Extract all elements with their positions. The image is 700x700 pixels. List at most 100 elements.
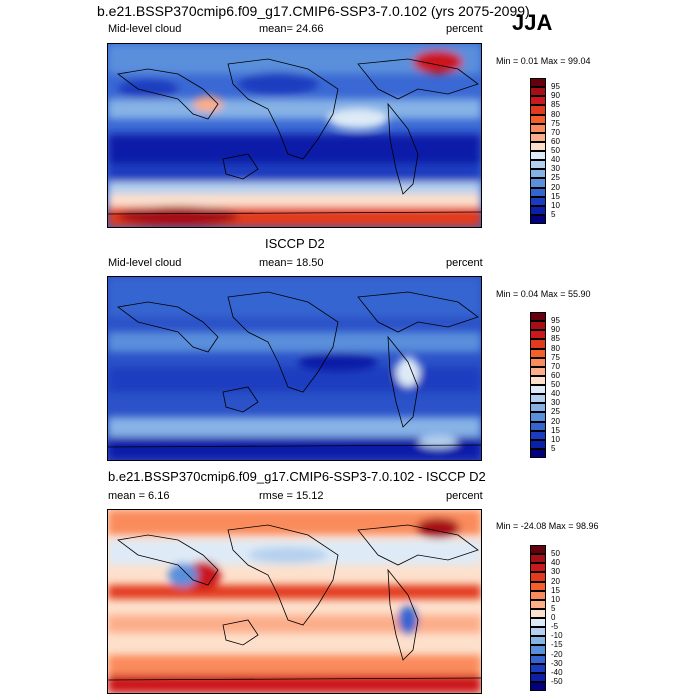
colorbar-tick-label: 30 [551, 567, 560, 577]
colorbar-swatch [530, 394, 546, 404]
colorbar-swatch [530, 581, 546, 591]
colorbar-tick-label: 25 [551, 173, 560, 183]
colorbar-swatch [530, 105, 546, 115]
colorbar-swatch [530, 366, 546, 376]
colorbar-tick-label: 20 [551, 416, 560, 426]
colorbar-swatch [530, 141, 546, 151]
panel3-rmse-label: rmse = 15.12 [259, 490, 324, 502]
colorbar-swatch [530, 421, 546, 431]
colorbar-swatch [530, 348, 546, 358]
panel3-title: b.e21.BSSP370cmip6.f09_g17.CMIP6-SSP3-7.… [108, 469, 486, 484]
panel2-title: ISCCP D2 [265, 236, 325, 251]
colorbar-tick-label: 80 [551, 109, 560, 119]
colorbar-tick-label: 85 [551, 334, 560, 344]
colorbar-tick-label: 5 [551, 443, 556, 453]
panel1-units-label: percent [446, 23, 483, 35]
panel3-units-label: percent [446, 490, 483, 502]
colorbar-swatch [530, 330, 546, 340]
colorbar-swatch [530, 178, 546, 188]
colorbar-tick-label: 5 [551, 209, 556, 219]
colorbar-swatch [530, 205, 546, 215]
colorbar-tick-label: 40 [551, 558, 560, 568]
colorbar-tick-label: -30 [551, 658, 563, 668]
panel3-map-svg [108, 510, 481, 693]
colorbar-swatch [530, 448, 546, 458]
colorbar-swatch [530, 608, 546, 618]
colorbar-swatch [530, 439, 546, 449]
colorbar-swatch [530, 385, 546, 395]
colorbar-tick-label: -5 [551, 622, 559, 632]
colorbar-tick-label: 95 [551, 82, 560, 92]
colorbar-tick-label: 60 [551, 370, 560, 380]
colorbar-swatch [530, 403, 546, 413]
colorbar-swatch [530, 590, 546, 600]
colorbar-tick-label: 15 [551, 191, 560, 201]
panel2-map-svg [108, 277, 481, 460]
panel1-variable-label: Mid-level cloud [108, 23, 182, 35]
colorbar-tick-label: 30 [551, 398, 560, 408]
panel2-minmax: Min = 0.04 Max = 55.90 [496, 289, 591, 299]
colorbar-tick-label: 70 [551, 361, 560, 371]
colorbar-swatch [530, 572, 546, 582]
colorbar-swatch [530, 636, 546, 646]
colorbar-tick-label: 50 [551, 146, 560, 155]
colorbar-tick-label: 10 [551, 594, 560, 604]
panel1-minmax: Min = 0.01 Max = 99.04 [496, 56, 591, 66]
colorbar-swatch [530, 645, 546, 655]
colorbar-swatch [530, 321, 546, 331]
colorbar-swatch [530, 78, 546, 88]
colorbar-swatch [530, 545, 546, 555]
panel3-mean-label: mean = 6.16 [108, 490, 170, 502]
colorbar-tick-label: 0 [551, 613, 556, 622]
panel2-colorbar: 95 90 85 80 75 70 60 50 40 30 25 20 15 10 5 [530, 312, 590, 458]
colorbar-tick-label: 30 [551, 164, 560, 174]
colorbar-swatch [530, 412, 546, 422]
colorbar-swatch [530, 357, 546, 367]
panel3-minmax: Min = -24.08 Max = 98.96 [496, 521, 599, 531]
colorbar-swatch [530, 169, 546, 179]
colorbar-tick-label: 90 [551, 325, 560, 335]
colorbar-swatch [530, 160, 546, 170]
colorbar-swatch [530, 672, 546, 682]
panel1-colorbar: 95 90 85 80 75 70 60 50 40 30 25 20 15 10 5 [530, 78, 590, 224]
colorbar-swatch [530, 87, 546, 97]
colorbar-tick-label: 70 [551, 127, 560, 137]
colorbar-tick-label: 95 [551, 316, 560, 326]
panel1-map [107, 43, 482, 228]
colorbar-swatch [530, 114, 546, 124]
colorbar-tick-label: 60 [551, 136, 560, 146]
colorbar-tick-label: 75 [551, 118, 560, 128]
panel2-mean-label: mean= 18.50 [259, 257, 324, 269]
colorbar-tick-label: 20 [551, 576, 560, 586]
colorbar-swatch [530, 663, 546, 673]
colorbar-swatch [530, 151, 546, 161]
season-label: JJA [512, 10, 553, 35]
panel2-map [107, 276, 482, 461]
colorbar-tick-label: -40 [551, 667, 563, 677]
colorbar-tick-label: 40 [551, 389, 560, 399]
colorbar-swatch [530, 430, 546, 440]
colorbar-tick-label: -10 [551, 631, 563, 641]
colorbar-tick-label: -20 [551, 649, 563, 659]
colorbar-swatch [530, 312, 546, 322]
colorbar-swatch [530, 214, 546, 224]
colorbar-tick-label: -15 [551, 640, 563, 650]
colorbar-swatch [530, 563, 546, 573]
colorbar-swatch [530, 187, 546, 197]
colorbar-tick-label: 40 [551, 155, 560, 165]
panel3-colorbar: 50 40 30 20 15 10 5 0 -5 -10 -15 -20 -30 -40 -50 [530, 545, 590, 691]
colorbar-swatch [530, 618, 546, 628]
colorbar-tick-label: 90 [551, 91, 560, 101]
colorbar-tick-label: 15 [551, 585, 560, 595]
panel3-map [107, 509, 482, 694]
panel1-mean-label: mean= 24.66 [259, 23, 324, 35]
colorbar-swatch [530, 375, 546, 385]
colorbar-tick-label: 50 [551, 549, 560, 559]
colorbar-tick-label: 20 [551, 182, 560, 192]
colorbar-swatch [530, 627, 546, 637]
colorbar-tick-label: 5 [551, 603, 556, 613]
colorbar-swatch [530, 599, 546, 609]
panel1-map-svg [108, 44, 481, 227]
panel2-variable-label: Mid-level cloud [108, 257, 182, 269]
colorbar-tick-label: 15 [551, 425, 560, 435]
